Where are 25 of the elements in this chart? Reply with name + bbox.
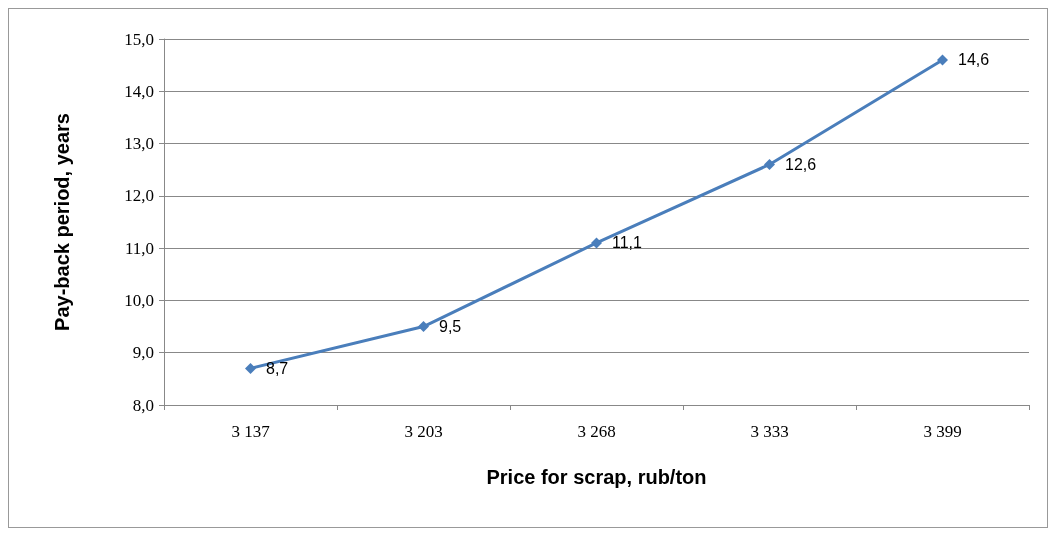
x-axis-title: Price for scrap, rub/ton — [486, 466, 707, 488]
point — [764, 158, 775, 170]
y-tick-label: 9,0 — [132, 343, 154, 363]
point — [418, 321, 429, 333]
point — [245, 362, 256, 374]
data-label: 14,6 — [958, 51, 990, 69]
x-tick-label: 3 137 — [231, 422, 271, 441]
y-tick-label: 8,0 — [132, 395, 154, 415]
data-label: 12,6 — [785, 155, 817, 173]
x-tick-label: 3 203 — [404, 422, 443, 441]
x-tick-label: 3 399 — [923, 422, 962, 441]
y-tick-label: 10,0 — [124, 290, 154, 310]
y-tick-label: 15,0 — [124, 29, 154, 49]
y-tick-label: 14,0 — [124, 81, 154, 101]
y-axis-title: Pay-back period, years — [51, 113, 73, 331]
point — [591, 237, 602, 249]
x-tick-label: 3 333 — [750, 422, 789, 441]
data-label: 9,5 — [439, 318, 462, 336]
point — [937, 54, 948, 66]
data-label: 8,7 — [266, 359, 289, 377]
data-label: 11,1 — [612, 234, 643, 252]
x-tick-label: 3 268 — [577, 422, 616, 441]
y-tick-label: 12,0 — [124, 186, 154, 206]
y-tick-label: 11,0 — [124, 238, 154, 258]
y-tick-label: 13,0 — [124, 134, 154, 154]
